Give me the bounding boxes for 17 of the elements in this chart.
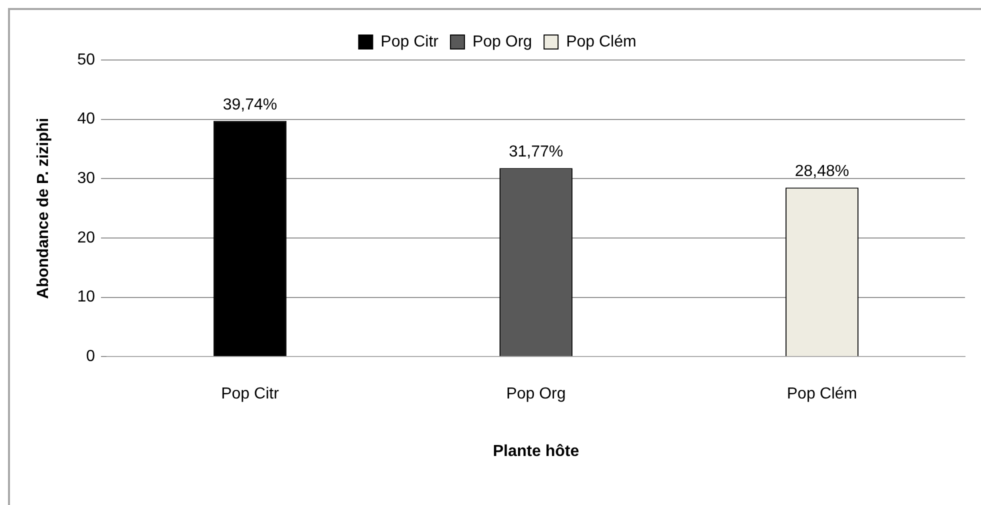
legend-label: Pop Citr (380, 33, 440, 50)
y-tick-label: 50 (77, 51, 96, 68)
x-tick-label: Pop Clém (786, 386, 858, 403)
data-label: 39,74% (222, 96, 278, 114)
x-tick-label: Pop Org (506, 386, 566, 403)
y-tick-label: 40 (77, 110, 96, 128)
legend-label: Pop Clém (566, 33, 636, 50)
y-tick-label: 20 (77, 229, 96, 246)
y-axis-title: Abondance de P. ziziphi (35, 118, 52, 299)
x-tick-label: Pop Citr (221, 386, 280, 403)
y-tick-label: 30 (77, 170, 96, 188)
y-tick-label: 0 (86, 348, 96, 366)
x-axis-title: Plante hôte (492, 442, 580, 460)
y-tick-label: 10 (77, 288, 96, 306)
data-label: 31,77% (508, 144, 564, 161)
legend-label: Pop Org (472, 33, 532, 50)
data-label: 28,48% (794, 163, 850, 180)
